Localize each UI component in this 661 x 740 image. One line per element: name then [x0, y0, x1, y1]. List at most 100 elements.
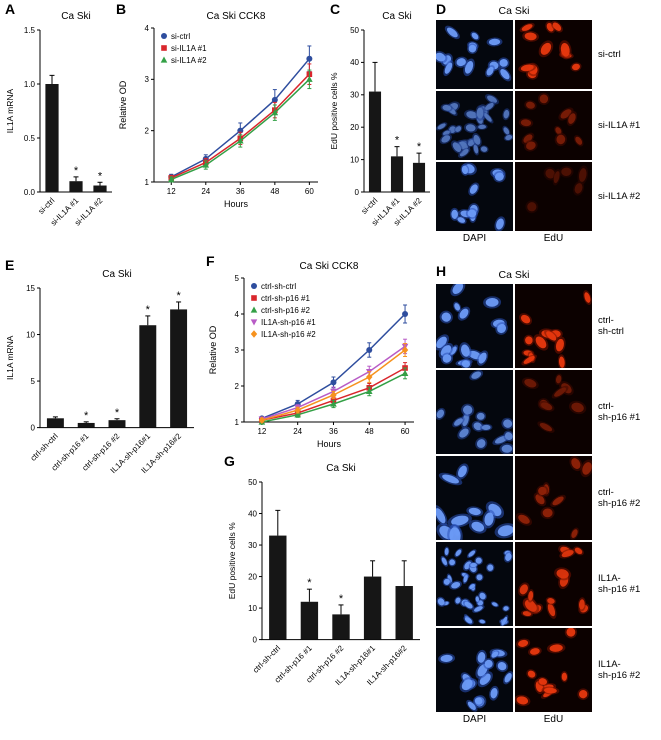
micro-column-labels: DAPI EdU	[436, 714, 660, 725]
micro-row: si-IL1A #2	[436, 162, 660, 231]
y-tick-label: 1	[235, 418, 240, 427]
legend-label: si-ctrl	[171, 32, 190, 41]
x-axis-label: Hours	[224, 199, 249, 209]
dapi-image	[436, 542, 513, 626]
micro-row-label: ctrl- sh-p16 #1	[598, 400, 641, 423]
panel-b-letter: B	[116, 1, 127, 17]
y-tick-label: 0	[253, 635, 258, 644]
dapi-image	[436, 162, 513, 231]
dapi-image	[436, 91, 513, 160]
y-tick-label: 10	[350, 155, 359, 164]
legend-label: ctrl-sh-ctrl	[261, 282, 296, 291]
panel-c-svg: Ca Ski 0 10 20 30 40 50 EdU positive cells % si-…	[329, 11, 430, 228]
y-tick-label: 2	[235, 382, 240, 391]
bar	[108, 420, 126, 428]
legend-label: IL1A-sh-p16 #2	[261, 330, 316, 339]
y-tick-label: 30	[248, 541, 257, 550]
edu-image	[515, 370, 592, 454]
y-tick-label: 1.5	[24, 26, 36, 35]
y-tick-label: 15	[26, 284, 35, 293]
x-tick-label: ctrl-sh-ctrl	[251, 643, 282, 674]
panel-c-letter: C	[330, 1, 341, 17]
y-tick-label: 40	[350, 58, 359, 67]
series-si-IL1A #2	[167, 69, 313, 183]
panel-e-letter: E	[5, 257, 15, 273]
panel-h-letter: H	[436, 263, 447, 279]
x-tick-label: 24	[293, 427, 302, 436]
y-axis-label: IL1A mRNA	[5, 335, 15, 380]
micro-column-labels: DAPI EdU	[436, 233, 660, 244]
legend-label: si-IL1A #2	[171, 56, 207, 65]
micro-row-label: si-ctrl	[598, 48, 621, 60]
y-axis-label: Relative OD	[118, 80, 128, 129]
significance-marker: *	[74, 165, 79, 177]
y-tick-label: 1	[145, 178, 150, 187]
significance-marker: *	[339, 593, 344, 605]
y-tick-label: 3	[145, 75, 150, 84]
legend: si-ctrl si-IL1A #1 si-IL1A #2	[160, 32, 207, 65]
x-tick-label: si-ctrl	[360, 196, 380, 216]
panel-c-bar-chart: Ca Ski 0 10 20 30 40 50 EdU positive cells % si-…	[328, 6, 436, 242]
edu-image	[515, 456, 592, 540]
x-tick-label: 36	[236, 187, 245, 196]
panel-e-bar-chart: Ca Ski 0 5 10 15 IL1A mRNA ctrl-sh-ctrl * ctrl-s…	[4, 264, 200, 492]
y-tick-label: 5	[235, 274, 240, 283]
legend-label: IL1A-sh-p16 #1	[261, 318, 316, 327]
edu-image	[515, 91, 592, 160]
significance-marker: *	[417, 141, 422, 153]
column-label-edu: EdU	[543, 714, 564, 725]
y-tick-label: 50	[350, 26, 359, 35]
micro-row-label: IL1A- sh-p16 #2	[598, 658, 641, 681]
x-tick-label: 12	[257, 427, 266, 436]
micro-row: si-ctrl	[436, 20, 660, 89]
micro-row: ctrl- sh-p16 #2	[436, 456, 660, 540]
y-axis-label: Relative OD	[208, 325, 218, 374]
column-label-dapi: DAPI	[462, 714, 487, 725]
edu-image	[515, 284, 592, 368]
y-tick-label: 0	[355, 188, 360, 197]
micro-row: ctrl- sh-p16 #1	[436, 370, 660, 454]
micro-row: si-IL1A #1	[436, 91, 660, 160]
legend: ctrl-sh-ctrl ctrl-sh-p16 #1 ctrl-sh-p16 #2…	[250, 282, 316, 339]
micro-row-label: si-IL1A #1	[598, 119, 641, 131]
micro-row-label: ctrl- sh-ctrl	[598, 314, 624, 337]
bar	[46, 418, 64, 428]
panel-g-letter: G	[224, 453, 235, 469]
significance-marker: *	[307, 577, 312, 589]
bar	[93, 185, 107, 192]
x-tick-label: 48	[270, 187, 279, 196]
bar	[390, 156, 404, 192]
panel-g-bar-chart: Ca Ski 0 10 20 30 40 50 EdU positive cells % ctr…	[226, 458, 426, 704]
panel-h-microscopy: Ca Ski ctrl- sh-ctrl ctrl- sh-p16 #1 ctrl- …	[436, 268, 660, 738]
bar	[395, 586, 413, 640]
panel-f-line-chart: Ca Ski CCK8 12 24 36 48 60 Hours 1 2 3 4 5 Relative …	[206, 258, 426, 456]
significance-marker: *	[98, 170, 103, 182]
chart-title: Ca Ski	[382, 11, 411, 22]
y-tick-label: 30	[350, 91, 359, 100]
x-axis-label: Hours	[317, 439, 342, 449]
panel-h-title: Ca Ski	[498, 269, 530, 281]
y-tick-label: 4	[145, 24, 150, 33]
dapi-image	[436, 284, 513, 368]
legend-label: ctrl-sh-p16 #2	[261, 306, 310, 315]
legend-label: ctrl-sh-p16 #1	[261, 294, 310, 303]
panel-d-letter: D	[436, 1, 447, 17]
edu-image	[515, 20, 592, 89]
micro-row-label: IL1A- sh-p16 #1	[598, 572, 641, 595]
y-tick-label: 4	[235, 310, 240, 319]
bar	[332, 614, 350, 640]
y-tick-label: 1.0	[24, 80, 36, 89]
y-tick-label: 20	[350, 123, 359, 132]
bar	[77, 422, 95, 428]
y-tick-label: 0.0	[24, 188, 36, 197]
x-tick-label: ctrl-sh-ctrl	[29, 431, 60, 462]
y-tick-label: 10	[248, 604, 257, 613]
bar	[300, 601, 319, 640]
x-tick-label: 60	[305, 187, 314, 196]
dapi-image	[436, 20, 513, 89]
panel-b-line-chart: Ca Ski CCK8 12 24 36 48 60 Hours 1 2 3 4 Relative O…	[116, 8, 330, 216]
y-axis-label: EdU positive cells %	[227, 522, 237, 599]
